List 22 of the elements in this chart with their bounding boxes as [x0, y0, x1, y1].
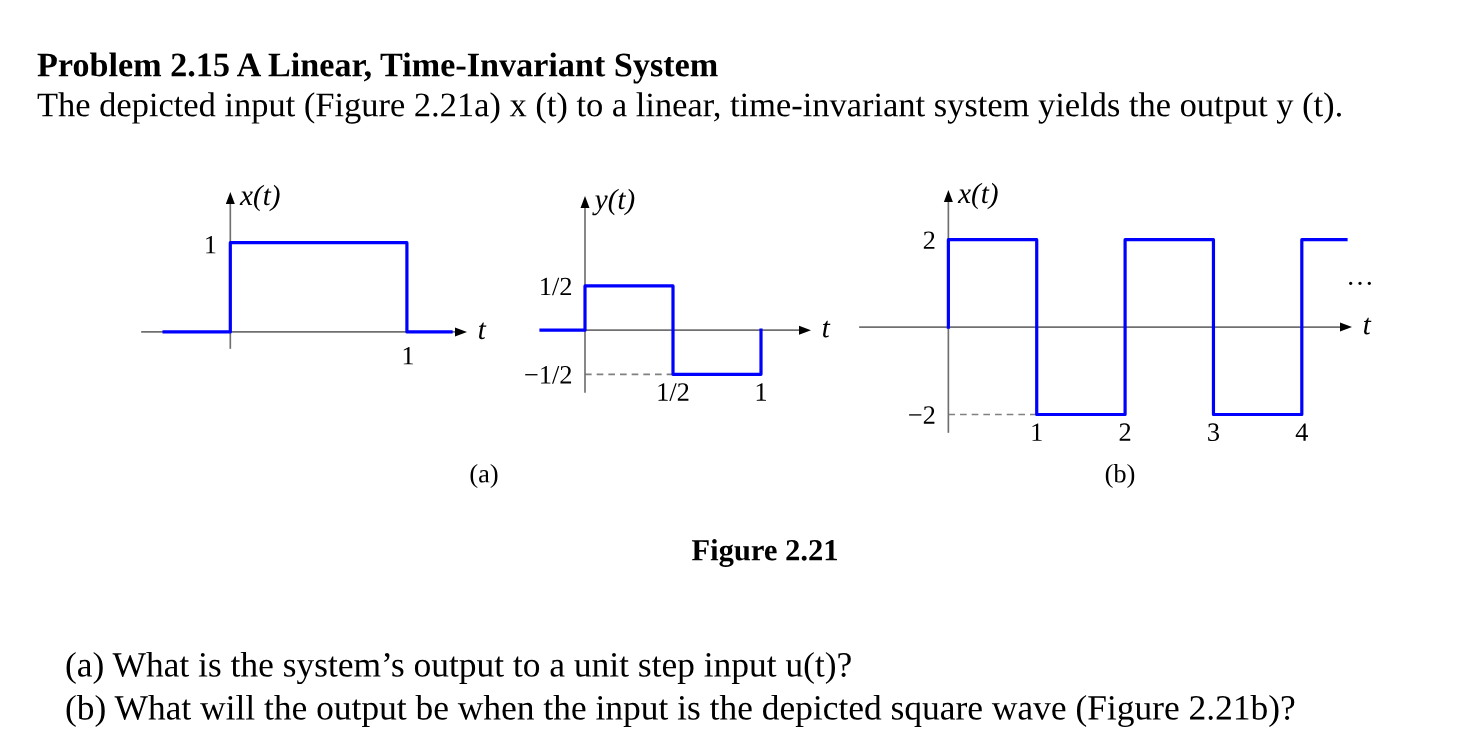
- y-axis-title: x(t): [957, 182, 998, 210]
- x-axis-title: t: [478, 322, 487, 340]
- chart-title: Problem 2.15 A Linear, Time-Invariant System: [37, 52, 718, 84]
- x-axis-title: t: [822, 320, 831, 338]
- text: …: [1349, 281, 1371, 286]
- x-tick-label: 4: [1295, 423, 1308, 441]
- y-axis-title: x(t): [239, 184, 280, 212]
- y-axis-title: y(t): [592, 188, 635, 216]
- x-tick-label: 1: [1032, 423, 1042, 441]
- x-tick-label: 3: [1208, 423, 1220, 442]
- text: The depicted input (Figure 2.21a) x (t) to a linear, time-invariant system yields the output y (t).: [37, 92, 1341, 124]
- text: 1: [403, 346, 414, 365]
- y-tick-label: −1/2: [525, 366, 572, 384]
- text: (a): [470, 464, 498, 488]
- text: (a) What is the system’s output to a unit step input u(t)?: [66, 651, 851, 685]
- y-tick-label: −2: [909, 406, 935, 424]
- caption: Figure 2.21: [691, 539, 837, 567]
- x-axis-title: t: [1363, 317, 1372, 335]
- text: (b) What will the output be when the input is the depicted square wave (Figure 2.21b)?: [66, 694, 1295, 728]
- x-tick-label: 2: [1119, 423, 1131, 441]
- annotation: 1: [206, 235, 216, 254]
- text: (b): [1105, 464, 1135, 488]
